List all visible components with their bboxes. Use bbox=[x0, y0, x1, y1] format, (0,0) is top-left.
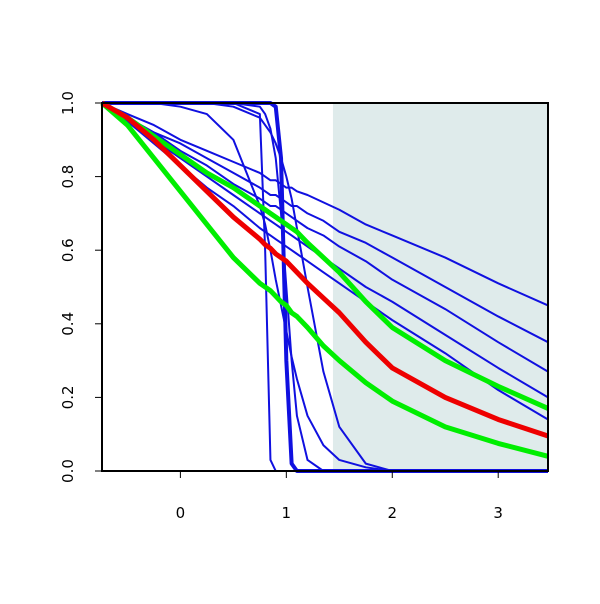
x-tick-label: 1 bbox=[282, 504, 292, 522]
y-tick-label: 1.0 bbox=[59, 91, 77, 115]
y-tick-label: 0.0 bbox=[59, 459, 77, 483]
y-tick-label: 0.6 bbox=[59, 238, 77, 262]
shaded-region bbox=[332, 103, 548, 471]
y-tick-label: 0.8 bbox=[59, 165, 77, 189]
curve bbox=[100, 100, 550, 411]
x-tick-label: 2 bbox=[387, 504, 397, 522]
y-tick-label: 0.2 bbox=[59, 385, 77, 409]
y-tick-label: 0.4 bbox=[59, 312, 77, 336]
x-tick-label: 0 bbox=[176, 504, 186, 522]
curve bbox=[100, 100, 549, 439]
curve bbox=[102, 102, 548, 472]
curve bbox=[100, 101, 549, 459]
plot-frame bbox=[101, 102, 549, 472]
x-tick-label: 3 bbox=[493, 504, 503, 522]
